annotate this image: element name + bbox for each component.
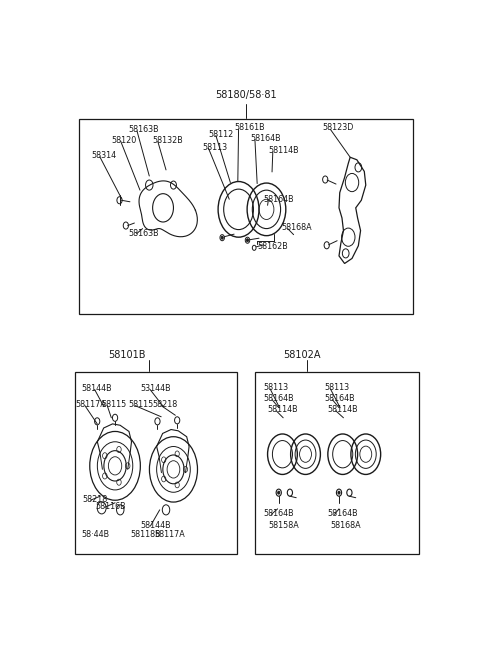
Text: 58168A: 58168A	[281, 223, 312, 232]
Text: 58164B: 58164B	[251, 134, 281, 143]
Circle shape	[338, 491, 340, 494]
Circle shape	[221, 236, 223, 239]
Text: 58163B: 58163B	[129, 229, 159, 238]
Text: 58·44B: 58·44B	[82, 530, 110, 539]
Text: 58164B: 58164B	[327, 509, 358, 518]
Text: 58114B: 58114B	[268, 146, 299, 155]
Text: 58120: 58120	[111, 135, 137, 145]
Text: 58113: 58113	[203, 143, 228, 152]
Text: 53144B: 53144B	[140, 384, 170, 393]
Text: 58158A: 58158A	[268, 520, 299, 530]
Text: 58164B: 58164B	[264, 509, 295, 518]
Text: 58102A: 58102A	[283, 350, 321, 359]
Bar	[255, 373, 419, 555]
Text: 58144B: 58144B	[82, 384, 112, 393]
Text: 58164B: 58164B	[264, 394, 295, 403]
Text: 58115: 58115	[129, 400, 154, 409]
Text: 58113: 58113	[324, 383, 349, 392]
Text: 58132B: 58132B	[152, 135, 183, 145]
Text: 58163B: 58163B	[129, 125, 159, 134]
Text: 58117A: 58117A	[75, 400, 106, 409]
Text: 58144B: 58144B	[140, 520, 170, 530]
Bar	[75, 373, 237, 555]
Text: 58115: 58115	[101, 400, 126, 409]
Text: 58117A: 58117A	[155, 530, 186, 539]
Text: 58118B: 58118B	[131, 530, 161, 539]
Text: 58101B: 58101B	[108, 350, 146, 359]
Text: 58114B: 58114B	[327, 405, 358, 414]
Circle shape	[277, 491, 280, 494]
Text: 58162B: 58162B	[257, 242, 288, 251]
Text: 58116B: 58116B	[96, 503, 126, 511]
Bar	[79, 120, 413, 314]
Text: 58164B: 58164B	[324, 394, 355, 403]
Text: 58168A: 58168A	[331, 520, 361, 530]
Text: 58164B: 58164B	[264, 194, 295, 204]
Text: 58123D: 58123D	[323, 123, 354, 132]
Text: 58114B: 58114B	[267, 405, 298, 414]
Text: 58113: 58113	[264, 383, 289, 392]
Text: 58218: 58218	[152, 400, 178, 409]
Text: 58314: 58314	[92, 151, 117, 160]
Text: 58161B: 58161B	[234, 124, 265, 133]
Text: 58112: 58112	[209, 130, 234, 139]
Circle shape	[246, 238, 249, 242]
Text: 58180/58·81: 58180/58·81	[215, 90, 277, 100]
Text: 58218: 58218	[83, 495, 108, 504]
